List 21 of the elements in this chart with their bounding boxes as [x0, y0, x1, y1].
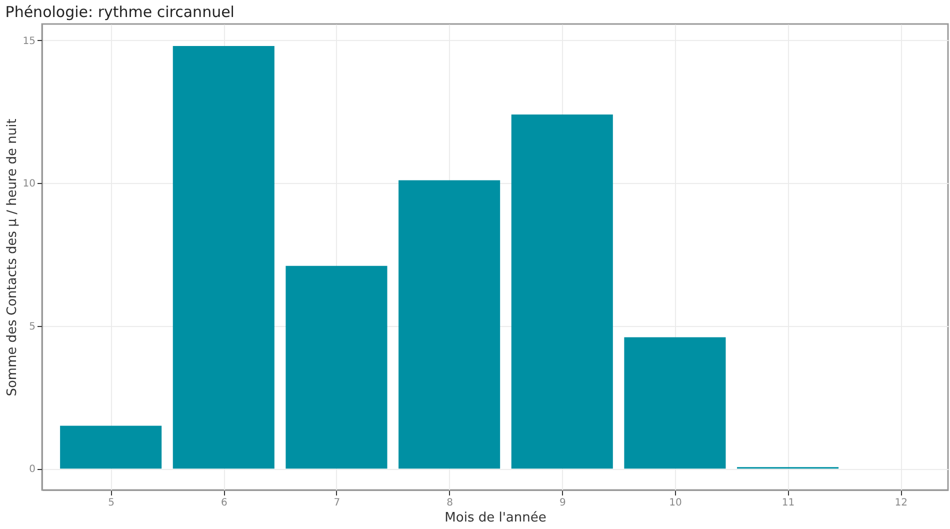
bar [172, 46, 274, 469]
x-tick-label: 12 [894, 498, 908, 508]
bar [624, 337, 726, 469]
bar [60, 426, 162, 469]
y-tick-label: 10 [22, 178, 36, 190]
x-tick-label: 7 [334, 498, 340, 508]
y-axis-title: Somme des Contacts des µ / heure de nuit [4, 118, 20, 396]
bar [511, 114, 613, 469]
x-tick-label: 11 [782, 498, 795, 508]
chart-title: Phénologie: rythme circannuel [5, 3, 234, 21]
x-tick-label: 10 [669, 498, 682, 508]
x-tick-label: 9 [559, 498, 566, 508]
x-tick-label: 6 [220, 498, 228, 508]
bar [286, 266, 388, 469]
x-axis-title: Mois de l'année [444, 510, 546, 526]
y-tick-label: 5 [29, 321, 36, 332]
y-tick-label: 15 [22, 36, 36, 47]
bar [398, 180, 500, 469]
x-tick-label: 5 [108, 498, 115, 508]
x-tick-label: 8 [446, 498, 453, 508]
y-tick-label: 0 [29, 464, 36, 476]
